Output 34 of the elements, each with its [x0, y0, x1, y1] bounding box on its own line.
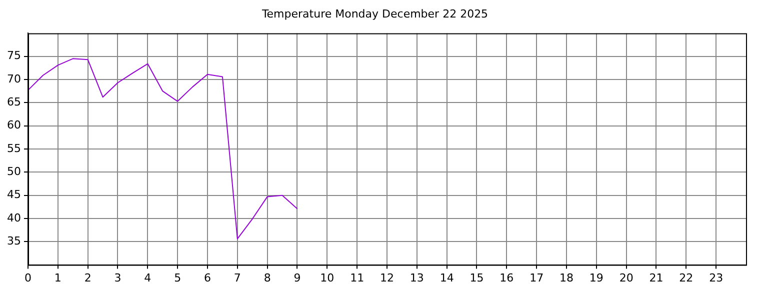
x-tick-label: 11	[350, 271, 364, 284]
x-tick-label: 2	[84, 271, 92, 284]
y-tick-label: 45	[6, 188, 21, 202]
x-tick-label: 13	[410, 271, 424, 284]
x-tick-label: 1	[54, 271, 62, 284]
x-tick-label: 23	[709, 271, 724, 284]
x-tick-label: 19	[589, 271, 604, 284]
x-tick-label: 17	[530, 271, 544, 284]
chart-title: Temperature Monday December 22 2025	[260, 7, 488, 20]
x-tick-label: 21	[649, 271, 664, 284]
y-tick-label: 35	[6, 234, 21, 248]
y-tick-label: 40	[6, 211, 21, 224]
x-tick-label: 14	[440, 271, 454, 284]
x-tick-label: 6	[204, 271, 211, 284]
x-tick-label: 15	[470, 271, 484, 284]
x-tick-label: 5	[174, 271, 182, 284]
x-tick-label: 4	[144, 271, 152, 284]
x-tick-label: 10	[320, 271, 334, 284]
y-tick-label: 55	[6, 142, 21, 155]
x-tick-label: 16	[500, 271, 514, 284]
x-tick-label: 7	[234, 271, 241, 284]
x-tick-label: 22	[679, 271, 694, 284]
x-tick-label: 9	[294, 271, 301, 284]
y-tick-label: 70	[6, 72, 21, 86]
y-tick-label: 65	[6, 96, 21, 109]
x-tick-label: 18	[560, 271, 574, 284]
y-tick-label: 75	[6, 49, 21, 62]
y-tick-label: 50	[6, 165, 21, 178]
x-tick-label: 8	[264, 271, 271, 284]
x-tick-label: 0	[24, 271, 32, 284]
x-tick-label: 3	[114, 271, 122, 284]
x-tick-label: 12	[380, 271, 394, 284]
x-tick-label: 20	[619, 271, 634, 284]
y-tick-label: 60	[6, 118, 21, 132]
